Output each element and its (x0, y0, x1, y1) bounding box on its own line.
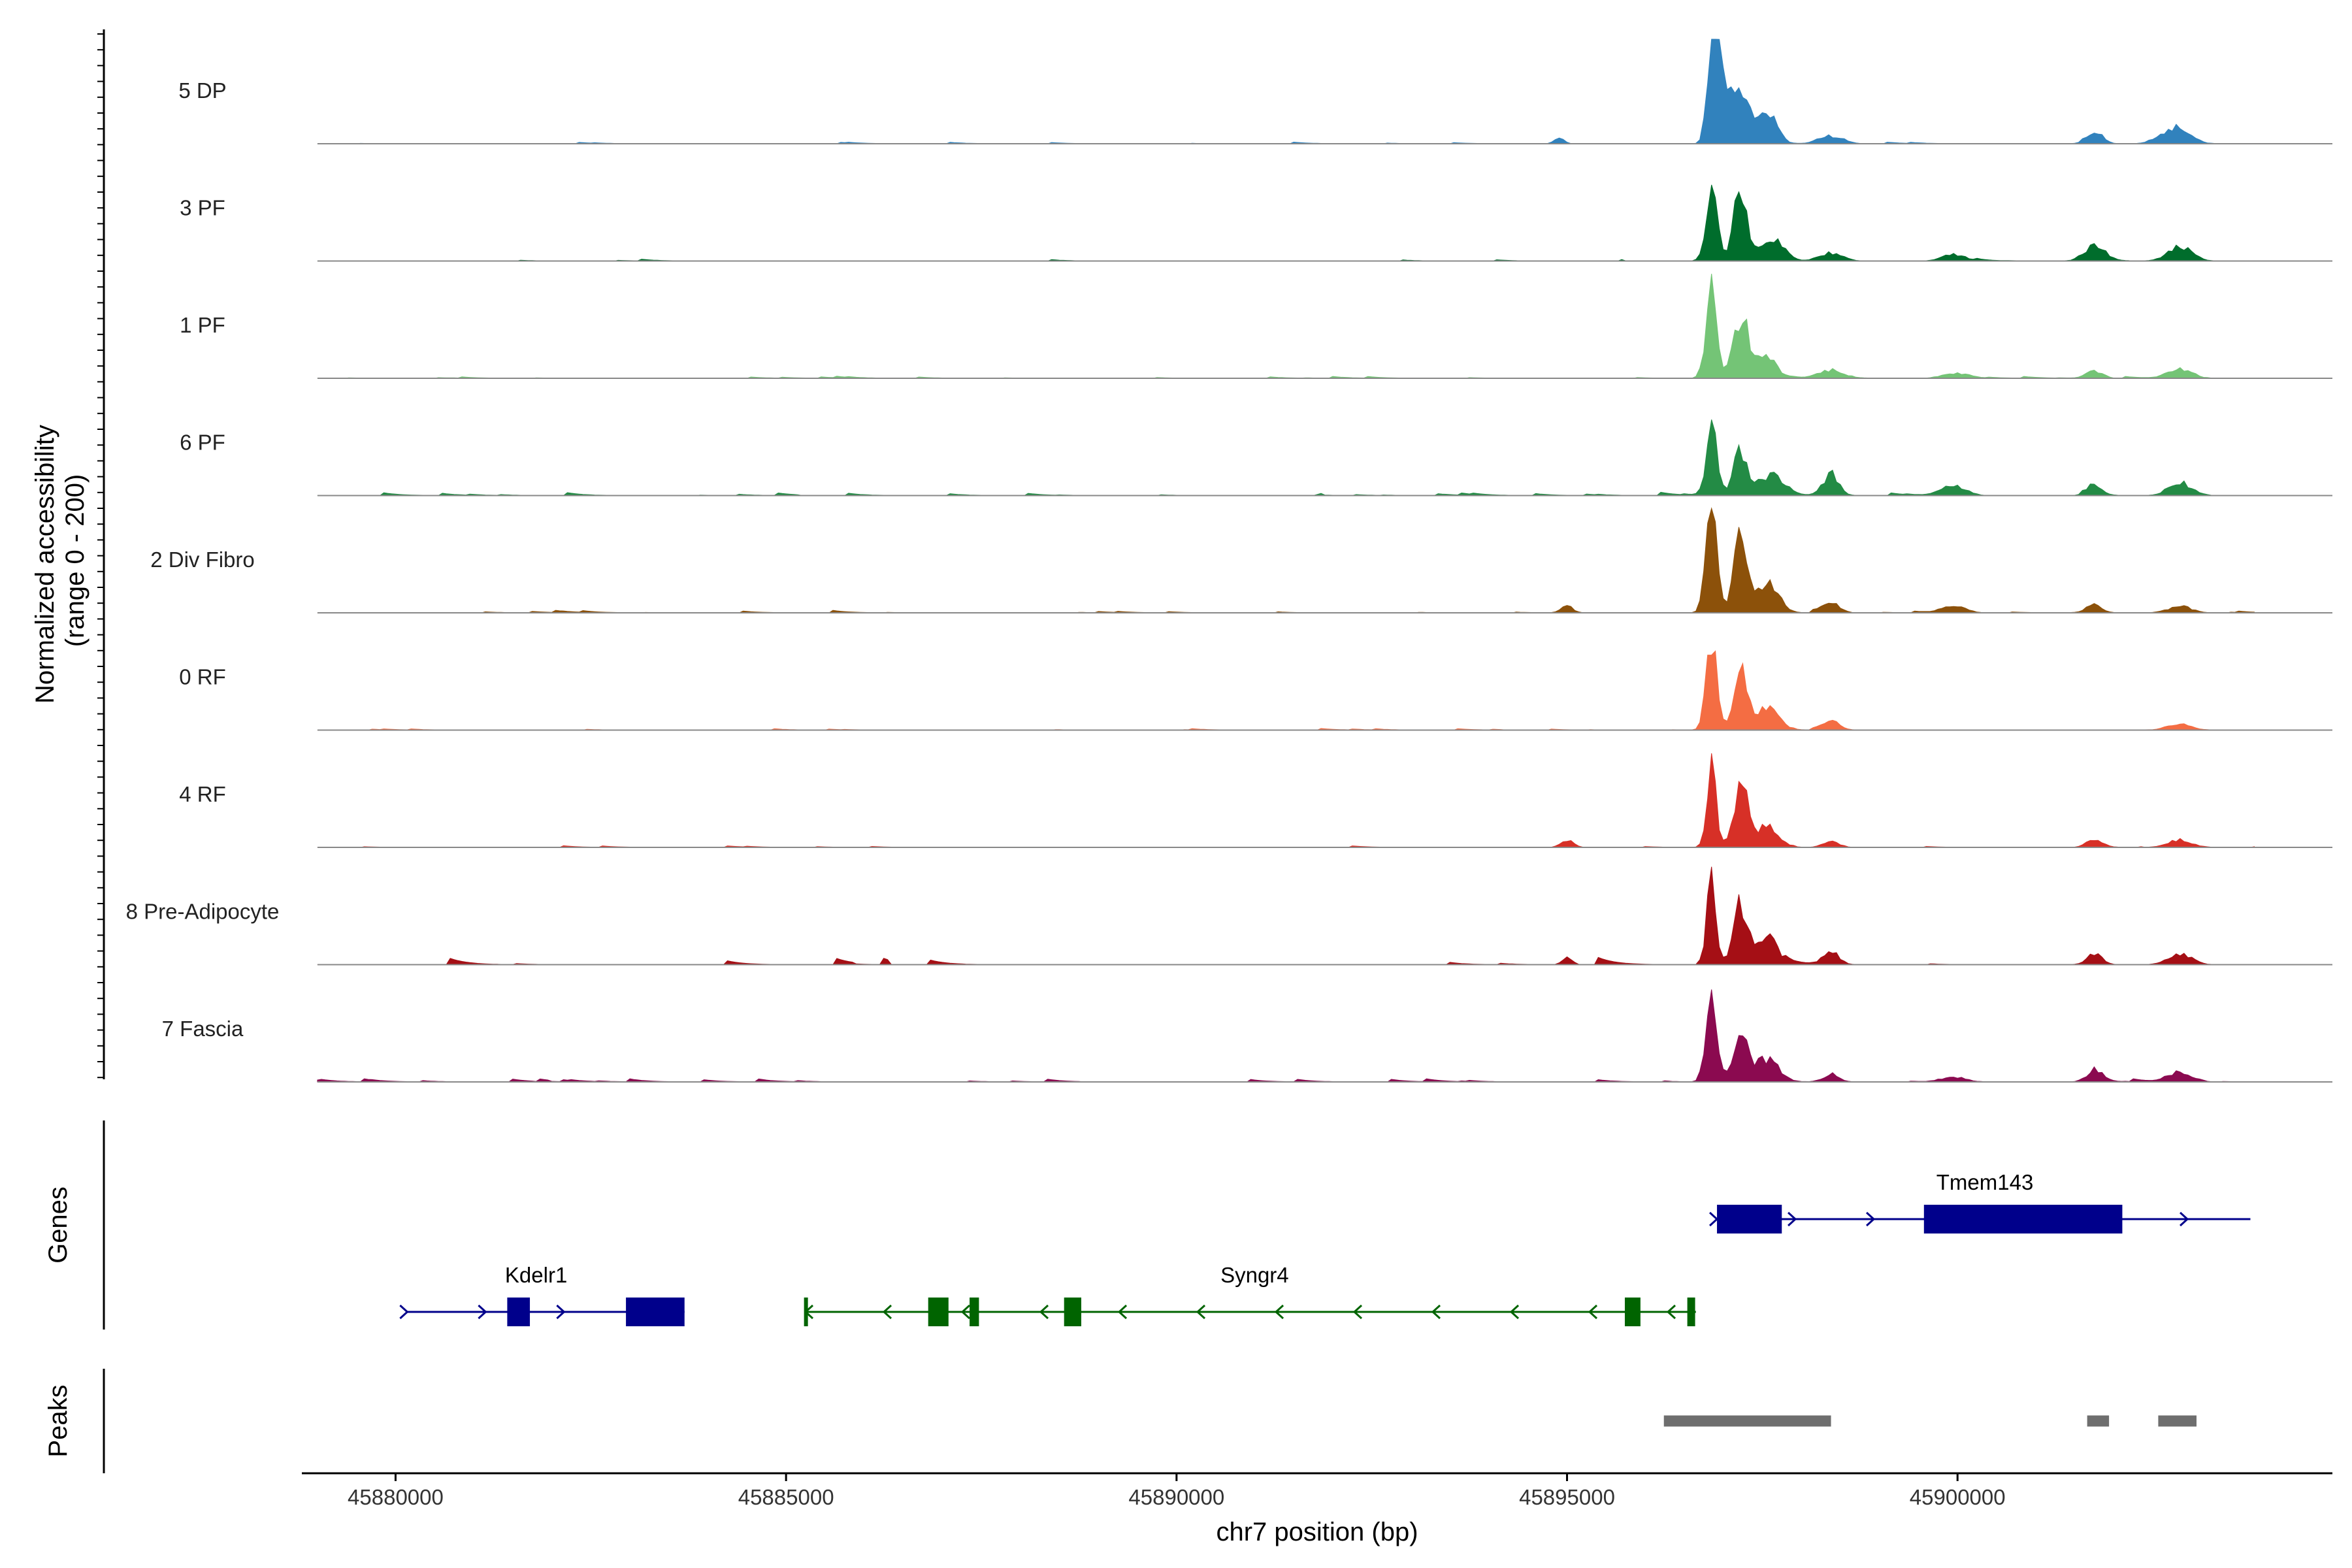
track-3-pf: 3 PF (180, 184, 2332, 262)
track-label: 3 PF (180, 196, 225, 220)
gene-exon (804, 1298, 808, 1326)
coverage-tracks: 5 DP 3 PF 1 PF 6 PF 2 Div Fibro 0 RF 4 RF 8 Pre… (97, 29, 2332, 1083)
strand-arrow (1352, 1304, 1363, 1320)
gene-exon (928, 1298, 949, 1326)
coverage-area (317, 419, 2255, 497)
track-8-pre-adipocyte: 8 Pre-Adipocyte (126, 866, 2332, 966)
track-label: 8 Pre-Adipocyte (126, 900, 280, 924)
genes-panel: Genes Tmem143 Kdelr1 Syngr4 (44, 1120, 2251, 1330)
coverage-area (317, 753, 2255, 848)
x-tick-label: 45890000 (1128, 1485, 1224, 1509)
y-axis-label: Normalized accessibility (range 0 - 200) (31, 417, 90, 704)
strand-arrow (1431, 1304, 1441, 1320)
strand-arrow (1196, 1304, 1206, 1320)
x-tick-label: 45895000 (1519, 1485, 1615, 1509)
track-5-dp: 5 DP (178, 39, 2332, 144)
strand-arrow (960, 1304, 971, 1320)
strand-arrow (1666, 1304, 1676, 1320)
strand-arrow (2180, 1211, 2189, 1227)
peak-region (2158, 1415, 2197, 1427)
strand-arrow (1117, 1304, 1128, 1320)
track-0-rf: 0 RF (179, 650, 2332, 731)
gene-exon (1624, 1298, 1641, 1326)
coverage-area (317, 650, 2255, 730)
gene-exon (1923, 1205, 2123, 1233)
x-tick-label: 45885000 (738, 1485, 834, 1509)
strand-arrow (1709, 1211, 1719, 1227)
peaks-label: Peaks (44, 1384, 73, 1457)
peak-region (2087, 1415, 2110, 1427)
coverage-area (317, 866, 2255, 965)
gene-name-label: Tmem143 (1936, 1170, 2034, 1194)
track-label: 4 RF (179, 782, 226, 806)
track-label: 2 Div Fibro (150, 547, 255, 572)
gene-exon (1064, 1298, 1081, 1326)
coverage-area (317, 39, 2255, 144)
gene-exon (970, 1298, 979, 1326)
strand-arrow (882, 1304, 892, 1320)
y-axis-label-line-1: Normalized accessibility (31, 425, 59, 704)
strand-arrow (1788, 1211, 1797, 1227)
peaks-panel: Peaks (44, 1369, 2197, 1473)
gene-name-label: Kdelr1 (505, 1263, 567, 1287)
track-label: 6 PF (180, 431, 225, 455)
coverage-area (317, 273, 2255, 379)
coverage-area (317, 989, 2255, 1083)
track-4-rf: 4 RF (179, 753, 2332, 848)
strand-arrow (1588, 1304, 1598, 1320)
strand-arrow (1039, 1304, 1049, 1320)
track-1-pf: 1 PF (180, 273, 2332, 379)
x-axis-label: chr7 position (bp) (1216, 1518, 1418, 1546)
strand-arrow (1274, 1304, 1284, 1320)
strand-arrow (556, 1304, 566, 1320)
y-axis-label-line-2: (range 0 - 200) (61, 474, 90, 647)
genes-label: Genes (44, 1186, 73, 1264)
gene-syngr4: Syngr4 (804, 1263, 1696, 1326)
track-label: 1 PF (180, 313, 225, 337)
coverage-area (317, 184, 2255, 261)
track-2-div-fibro: 2 Div Fibro (150, 507, 2332, 613)
x-axis: 45880000 45885000 45890000 45895000 45900000 (302, 1472, 2332, 1509)
gene-exon (1687, 1298, 1695, 1326)
strand-arrow (1866, 1211, 1876, 1227)
strand-arrow (478, 1304, 487, 1320)
gene-exon (1717, 1205, 1782, 1233)
gene-kdelr1: Kdelr1 (399, 1263, 685, 1326)
gene-tmem143: Tmem143 (1709, 1170, 2251, 1233)
gene-exon (626, 1298, 685, 1326)
x-tick-label: 45880000 (348, 1485, 444, 1509)
track-7-fascia: 7 Fascia (162, 989, 2332, 1083)
coverage-area (317, 507, 2255, 613)
track-label: 0 RF (179, 665, 226, 689)
x-tick-label: 45900000 (1910, 1485, 2006, 1509)
track-label: 7 Fascia (162, 1017, 244, 1041)
strand-arrow (1509, 1304, 1520, 1320)
track-6-pf: 6 PF (180, 419, 2332, 497)
strand-arrow (399, 1304, 409, 1320)
y-axis (97, 29, 105, 1079)
peak-region (1663, 1415, 1831, 1427)
track-label: 5 DP (178, 78, 226, 103)
gene-name-label: Syngr4 (1220, 1263, 1289, 1287)
gene-exon (507, 1298, 531, 1326)
